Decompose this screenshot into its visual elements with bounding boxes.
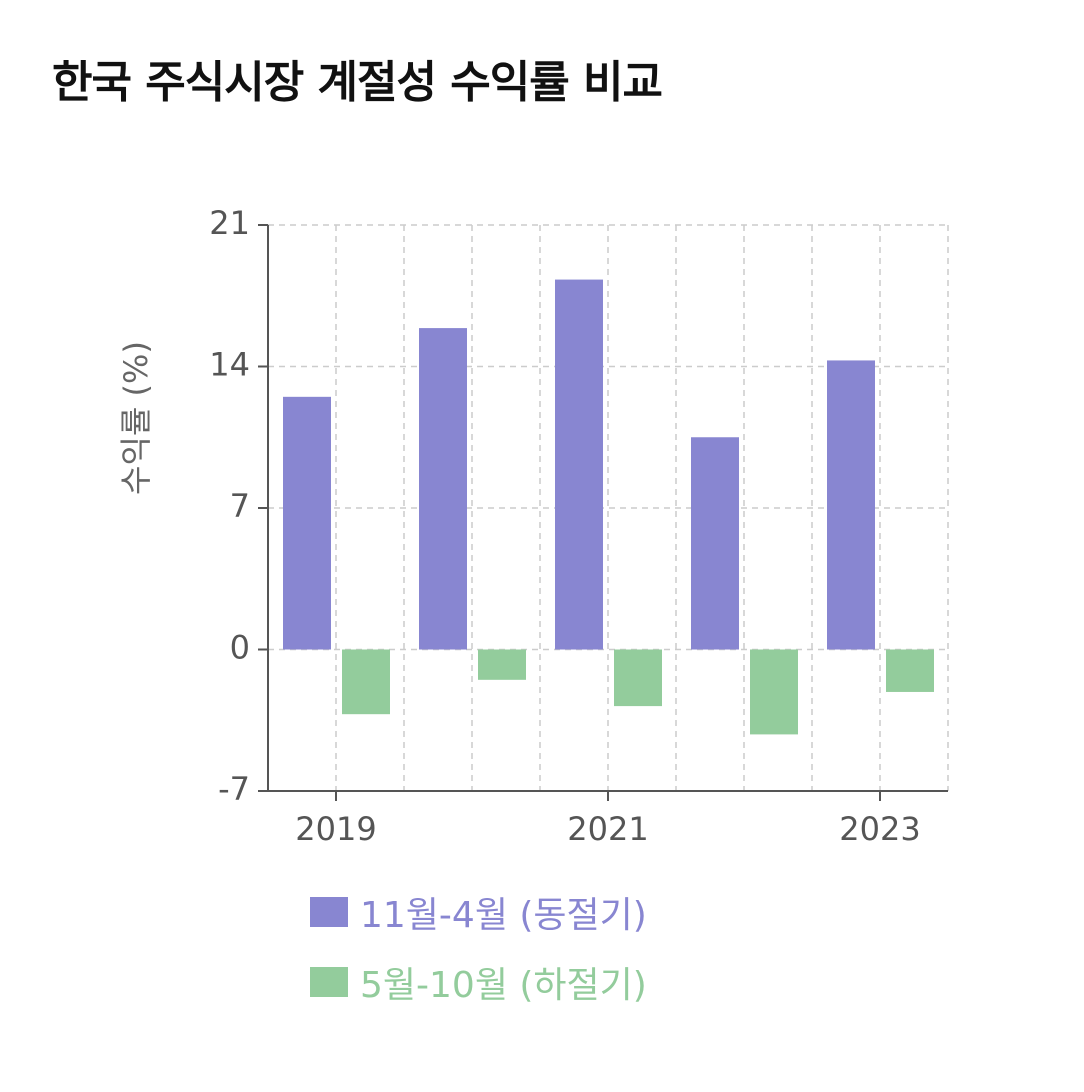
y-tick-label: 7 [230, 487, 250, 525]
legend-swatch-winter [310, 897, 348, 927]
bar-2019-summer [342, 649, 390, 715]
x-tick-label: 2019 [295, 810, 376, 848]
bar-2020-summer [478, 649, 526, 680]
y-tick-label: 0 [230, 629, 250, 667]
bar-2021-winter [555, 279, 603, 650]
axes: -7 0 7 14 21 2019 2021 2023 [209, 204, 948, 848]
legend-swatch-summer [310, 967, 348, 997]
bar-2022-winter [691, 437, 739, 650]
chart-title: 한국 주식시장 계절성 수익률 비교 [52, 57, 663, 108]
bar-2021-summer [614, 649, 662, 707]
legend-item-summer: 5월-10월 (하절기) [310, 950, 647, 1014]
legend-label-winter: 11월-4월 (동절기) [360, 895, 647, 936]
y-tick-label: 14 [209, 346, 250, 384]
bar-chart: -7 0 7 14 21 2019 2021 2023 수익률 (%) [117, 204, 949, 848]
x-tick-label: 2023 [839, 810, 920, 848]
legend: 11월-4월 (동절기) 5월-10월 (하절기) [310, 880, 647, 1020]
y-tick-label: 21 [209, 204, 250, 242]
y-tick-label: -7 [218, 770, 250, 808]
x-tick-label: 2021 [567, 810, 648, 848]
bar-2023-summer [886, 649, 934, 692]
legend-item-winter: 11월-4월 (동절기) [310, 880, 647, 944]
legend-label-summer: 5월-10월 (하절기) [360, 965, 647, 1006]
bar-2019-winter [283, 396, 331, 650]
bar-2023-winter [827, 360, 875, 650]
bar-2022-summer [750, 649, 798, 735]
y-axis-label: 수익률 (%) [117, 341, 155, 495]
bar-2020-winter [419, 328, 467, 650]
bars [283, 279, 934, 735]
